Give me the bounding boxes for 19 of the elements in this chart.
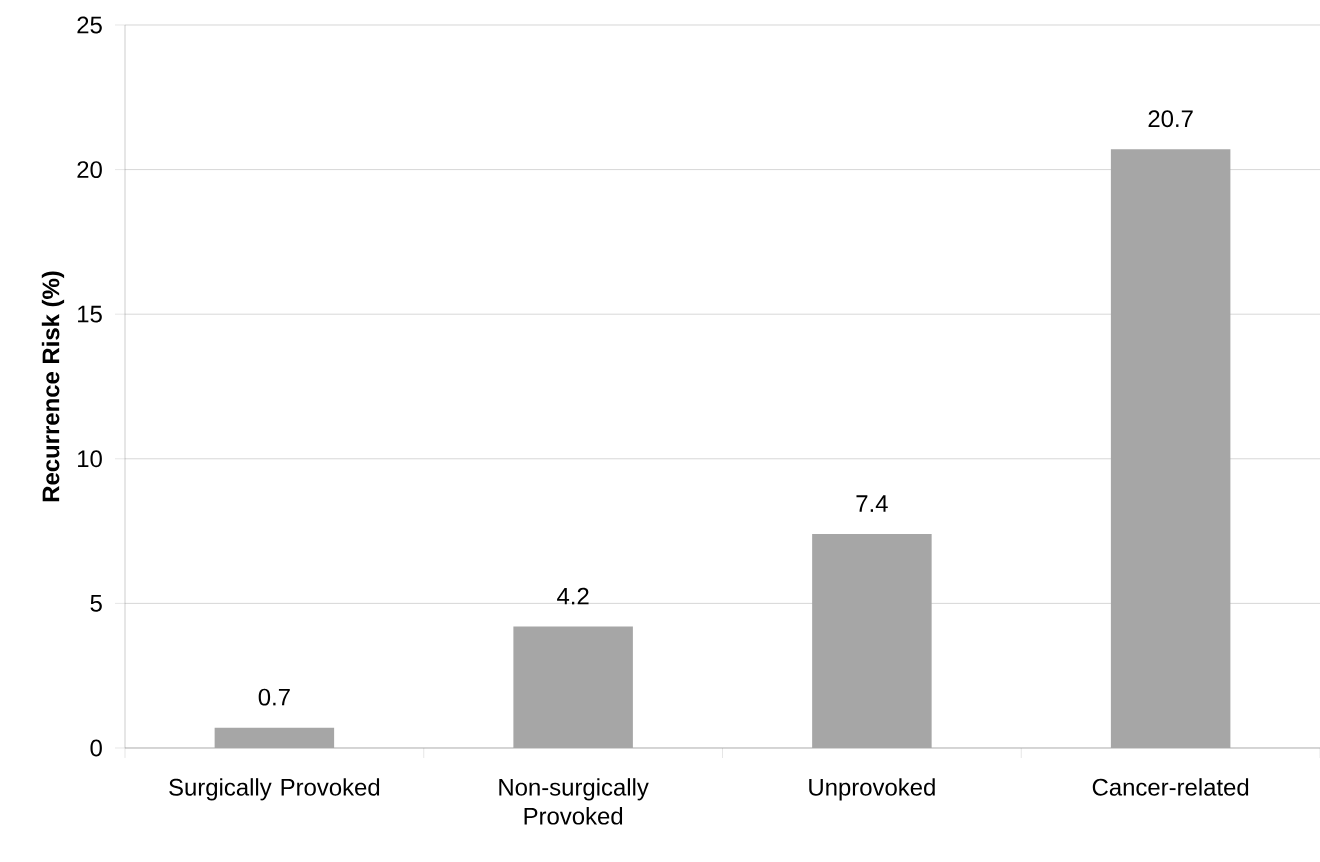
y-tick-label: 0	[90, 739, 102, 757]
data-label: 20.7	[1148, 110, 1193, 128]
x-tick-label: Surgically Provoked	[169, 778, 380, 801]
bar	[214, 727, 335, 748]
data-label: 0.7	[258, 688, 290, 706]
y-tick-label: 20	[77, 161, 102, 179]
y-tick-label: 5	[90, 595, 102, 612]
bar	[812, 533, 932, 748]
bar	[513, 626, 633, 748]
data-label: 7.4	[856, 495, 888, 512]
y-tick-label: 25	[77, 16, 102, 34]
x-tick-label: Cancer-related	[1092, 778, 1249, 796]
x-tick-label: Unprovoked	[809, 778, 935, 801]
x-tick-label: Non-surgically Provoked	[499, 778, 649, 825]
y-tick-label: 15	[78, 305, 102, 323]
bar	[1110, 149, 1231, 748]
y-axis-title: Recurrence Risk (%)	[41, 271, 65, 502]
data-label: 4.2	[557, 587, 589, 605]
y-tick-label: 10	[78, 450, 102, 468]
